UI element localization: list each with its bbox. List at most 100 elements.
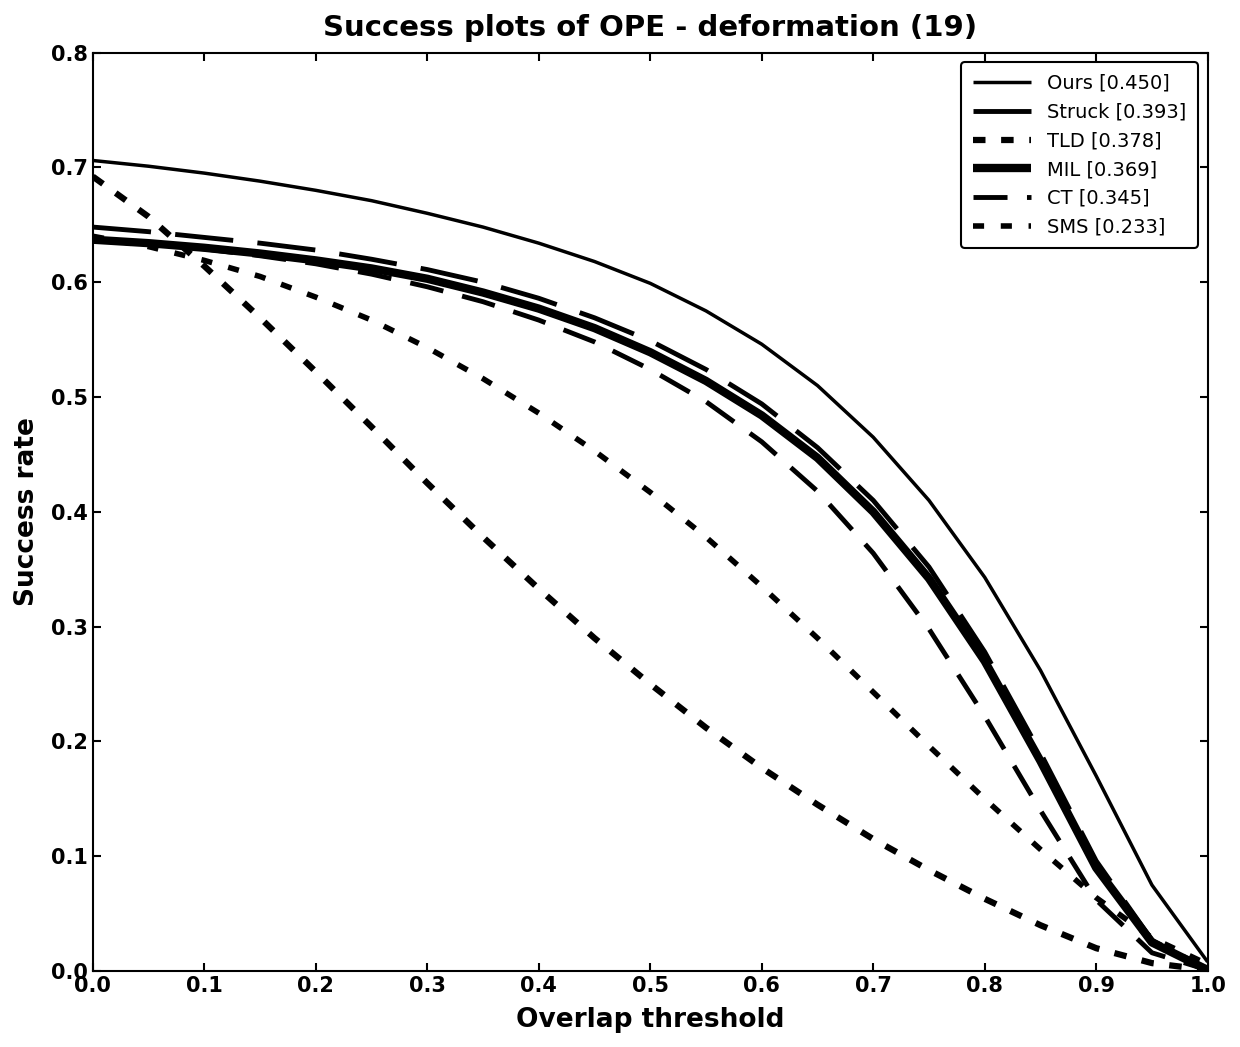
CT [0.345] (253, 249, 268, 262)
MIL [0.369] (866, 506, 880, 518)
SMS [0.233] (921, 740, 936, 753)
CT [0.345] (1145, 946, 1159, 959)
Ours [0.450] (754, 338, 769, 351)
Title: Success plots of OPE - deformation (19): Success plots of OPE - deformation (19) (324, 14, 977, 42)
SMS [0.233] (1089, 891, 1104, 904)
Line: SMS [0.233]: SMS [0.233] (93, 237, 1208, 964)
SMS [0.233] (1200, 958, 1215, 971)
Ours [0.450] (420, 207, 435, 220)
Line: Struck [0.393]: Struck [0.393] (93, 227, 1208, 968)
MIL [0.369] (921, 572, 936, 584)
Ours [0.450] (698, 305, 713, 317)
MIL [0.369] (365, 262, 379, 274)
MIL [0.369] (1089, 862, 1104, 874)
SMS [0.233] (810, 632, 825, 645)
Ours [0.450] (866, 431, 880, 444)
SMS [0.233] (86, 230, 100, 243)
Line: Ours [0.450]: Ours [0.450] (93, 160, 1208, 962)
TLD [0.378] (141, 210, 156, 223)
MIL [0.369] (420, 272, 435, 285)
Line: MIL [0.369]: MIL [0.369] (93, 240, 1208, 970)
SMS [0.233] (642, 486, 657, 498)
MIL [0.369] (754, 409, 769, 422)
TLD [0.378] (587, 632, 601, 645)
SMS [0.233] (309, 291, 324, 304)
MIL [0.369] (642, 346, 657, 358)
CT [0.345] (141, 237, 156, 249)
TLD [0.378] (1200, 963, 1215, 976)
Ours [0.450] (587, 255, 601, 268)
SMS [0.233] (365, 314, 379, 327)
MIL [0.369] (1145, 936, 1159, 949)
Ours [0.450] (86, 154, 100, 166)
Ours [0.450] (642, 277, 657, 290)
Struck [0.393] (1089, 854, 1104, 867)
Struck [0.393] (365, 253, 379, 266)
Struck [0.393] (309, 244, 324, 257)
Struck [0.393] (977, 646, 992, 659)
Struck [0.393] (1033, 747, 1048, 759)
Struck [0.393] (698, 363, 713, 376)
TLD [0.378] (810, 799, 825, 811)
Ours [0.450] (1089, 770, 1104, 782)
MIL [0.369] (977, 654, 992, 667)
Struck [0.393] (1200, 962, 1215, 975)
TLD [0.378] (420, 476, 435, 489)
SMS [0.233] (476, 373, 491, 385)
SMS [0.233] (141, 241, 156, 253)
CT [0.345] (921, 623, 936, 636)
Struck [0.393] (642, 334, 657, 347)
CT [0.345] (420, 281, 435, 293)
Ours [0.450] (921, 494, 936, 507)
Legend: Ours [0.450], Struck [0.393], TLD [0.378], MIL [0.369], CT [0.345], SMS [0.233]: Ours [0.450], Struck [0.393], TLD [0.378… (961, 62, 1198, 248)
CT [0.345] (587, 336, 601, 349)
CT [0.345] (309, 258, 324, 270)
Ours [0.450] (309, 184, 324, 197)
Struck [0.393] (587, 312, 601, 325)
MIL [0.369] (476, 286, 491, 298)
X-axis label: Overlap threshold: Overlap threshold (516, 1007, 785, 1033)
TLD [0.378] (642, 677, 657, 690)
Ours [0.450] (1145, 878, 1159, 891)
TLD [0.378] (476, 531, 491, 543)
Struck [0.393] (86, 221, 100, 233)
SMS [0.233] (1033, 843, 1048, 855)
SMS [0.233] (1145, 932, 1159, 944)
Struck [0.393] (253, 237, 268, 249)
Ours [0.450] (532, 237, 547, 249)
CT [0.345] (1033, 804, 1048, 817)
SMS [0.233] (698, 531, 713, 543)
SMS [0.233] (197, 254, 212, 267)
Y-axis label: Success rate: Success rate (14, 418, 40, 606)
CT [0.345] (642, 363, 657, 376)
Struck [0.393] (810, 441, 825, 453)
MIL [0.369] (141, 237, 156, 249)
MIL [0.369] (309, 254, 324, 267)
TLD [0.378] (532, 582, 547, 595)
CT [0.345] (197, 243, 212, 255)
Struck [0.393] (866, 494, 880, 507)
SMS [0.233] (420, 341, 435, 354)
Struck [0.393] (1145, 934, 1159, 946)
CT [0.345] (866, 547, 880, 559)
TLD [0.378] (1145, 957, 1159, 970)
CT [0.345] (532, 314, 547, 327)
Struck [0.393] (754, 398, 769, 410)
Ours [0.450] (253, 175, 268, 187)
MIL [0.369] (698, 375, 713, 387)
Ours [0.450] (141, 160, 156, 173)
TLD [0.378] (921, 864, 936, 876)
CT [0.345] (810, 485, 825, 497)
MIL [0.369] (1200, 963, 1215, 976)
Ours [0.450] (1033, 664, 1048, 676)
TLD [0.378] (754, 761, 769, 774)
CT [0.345] (365, 268, 379, 281)
TLD [0.378] (86, 171, 100, 183)
SMS [0.233] (866, 686, 880, 698)
Ours [0.450] (365, 195, 379, 207)
Ours [0.450] (1200, 956, 1215, 968)
Line: CT [0.345]: CT [0.345] (93, 239, 1208, 970)
TLD [0.378] (977, 892, 992, 905)
Struck [0.393] (921, 561, 936, 574)
MIL [0.369] (197, 242, 212, 254)
